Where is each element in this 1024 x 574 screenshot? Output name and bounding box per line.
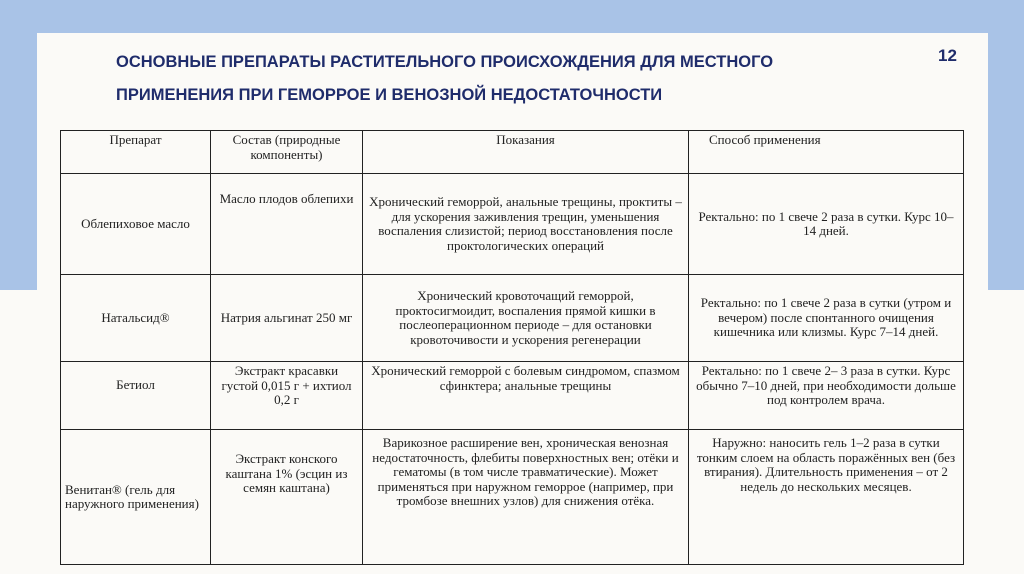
indications-cell: Варикозное расширение вен, хроническая в… [362, 429, 689, 565]
header-cell: Показания [362, 130, 689, 174]
drug-cell: Венитан® (гель для наружного применения) [60, 429, 211, 565]
usage-cell: Ректально: по 1 свече 2 раза в сутки (ут… [688, 274, 964, 362]
title-line-1: ОСНОВНЫЕ ПРЕПАРАТЫ РАСТИТЕЛЬНОГО ПРОИСХО… [116, 53, 774, 71]
composition-cell: Экстракт красавки густой 0,015 г + ихтио… [210, 361, 363, 430]
page-number: 12 [938, 46, 957, 65]
drug-cell: Бетиол [60, 361, 211, 430]
header-cell: Состав (природные компоненты) [210, 130, 363, 174]
usage-cell: Ректально: по 1 свече 2 раза в сутки. Ку… [688, 173, 964, 275]
table-header-row: Препарат Состав (природные компоненты) П… [60, 130, 964, 174]
title-line-2: ПРИМЕНЕНИЯ ПРИ ГЕМОРРОЕ И ВЕНОЗНОЙ НЕДОС… [116, 86, 663, 104]
usage-cell: Наружно: наносить гель 1–2 раза в сутки … [688, 429, 964, 565]
header-cell: Препарат [60, 130, 211, 174]
slide-title: ОСНОВНЫЕ ПРЕПАРАТЫ РАСТИТЕЛЬНОГО ПРОИСХО… [116, 46, 916, 112]
indications-cell: Хронический кровоточащий геморрой, прокт… [362, 274, 689, 362]
table-row: Облепиховое масло Масло плодов облепихи … [60, 173, 964, 275]
table-row: Бетиол Экстракт красавки густой 0,015 г … [60, 361, 964, 430]
indications-cell: Хронический геморрой, анальные трещины, … [362, 173, 689, 275]
composition-cell: Масло плодов облепихи [210, 173, 363, 275]
table-row: Венитан® (гель для наружного применения)… [60, 429, 964, 565]
header-cell: Способ применения [688, 130, 964, 174]
composition-cell: Экстракт конского каштана 1% (эсцин из с… [210, 429, 363, 565]
indications-cell: Хронический геморрой с болевым синдромом… [362, 361, 689, 430]
composition-cell: Натрия альгинат 250 мг [210, 274, 363, 362]
drugs-table: Препарат Состав (природные компоненты) П… [60, 130, 964, 565]
drug-cell: Облепиховое масло [60, 173, 211, 275]
table-row: Натальсид® Натрия альгинат 250 мг Хронич… [60, 274, 964, 362]
usage-cell: Ректально: по 1 свече 2– 3 раза в сутки.… [688, 361, 964, 430]
drug-cell: Натальсид® [60, 274, 211, 362]
